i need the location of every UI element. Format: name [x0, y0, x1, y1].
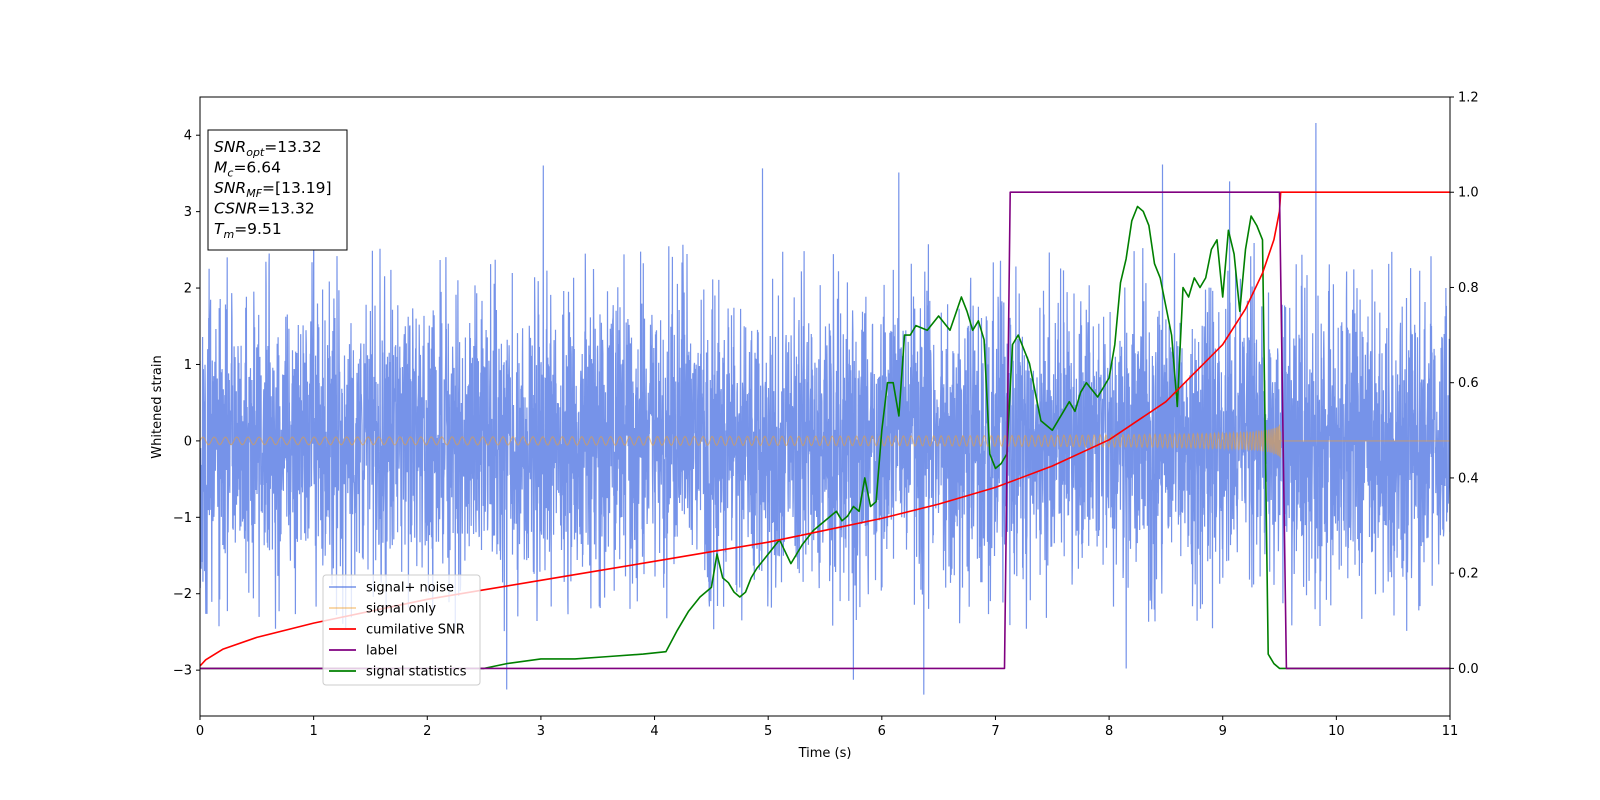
noise-line	[200, 122, 1450, 695]
y-axis-left: −3 −2 −1 0 1 2 3 4	[173, 129, 200, 679]
legend-label: label	[366, 644, 397, 659]
y-left-tick-label: 0	[184, 434, 192, 449]
x-tick-label: 8	[1105, 724, 1113, 739]
x-tick-label: 5	[764, 724, 772, 739]
x-axis-label: Time (s)	[798, 746, 852, 761]
y-left-tick-label: 2	[184, 282, 192, 297]
y-left-tick-label: −3	[173, 664, 192, 679]
x-tick-label: 9	[1219, 724, 1227, 739]
y-left-tick-label: 4	[184, 129, 192, 144]
y-left-tick-label: 3	[184, 205, 192, 220]
x-tick-label: 6	[878, 724, 886, 739]
chirp-line	[200, 424, 1450, 458]
x-tick-label: 2	[423, 724, 431, 739]
y-right-tick-label: 1.2	[1458, 91, 1479, 106]
label-line	[200, 191, 1450, 670]
y-axis-right: 0.0 0.2 0.4 0.6 0.8 1.0 1.2	[1450, 91, 1479, 677]
annotation-line: SNRMF=[13.19]	[214, 179, 332, 200]
y-left-tick-label: 1	[184, 358, 192, 373]
x-tick-label: 0	[196, 724, 204, 739]
x-tick-label: 10	[1328, 724, 1345, 739]
y-right-tick-label: 0.8	[1458, 281, 1479, 296]
y-right-tick-label: 0.2	[1458, 567, 1479, 582]
x-axis: 0 1 2 3 4 5 6 7 8 9 10 11	[196, 716, 1458, 739]
annotation-line: SNRopt=13.32	[214, 138, 322, 159]
annotation-line: Mc=6.64	[214, 159, 281, 180]
chirp-series	[200, 424, 1450, 458]
legend: signal+ noise signal only cumilative SNR la…	[322, 574, 481, 686]
y-right-tick-label: 0.6	[1458, 376, 1479, 391]
annotation-line: Tm=9.51	[214, 220, 282, 241]
signal-statistics-line	[200, 205, 1450, 670]
y-axis-label: Whitened strain	[150, 355, 165, 458]
annotation-line: CSNR=13.32	[214, 200, 315, 218]
x-tick-label: 1	[309, 724, 317, 739]
legend-label: cumilative SNR	[366, 623, 465, 638]
y-left-tick-label: −2	[173, 587, 192, 602]
annotation-box: SNRopt=13.32Mc=6.64SNRMF=[13.19]CSNR=13.…	[207, 129, 348, 251]
y-right-tick-label: 1.0	[1458, 186, 1479, 201]
y-right-tick-label: 0.0	[1458, 662, 1479, 677]
plot-frame	[199, 96, 1451, 717]
x-tick-label: 4	[650, 724, 658, 739]
annotation-frame	[207, 129, 348, 251]
legend-label: signal+ noise	[366, 581, 454, 596]
x-tick-label: 3	[537, 724, 545, 739]
legend-label: signal statistics	[366, 665, 467, 680]
legend-frame	[322, 574, 481, 686]
noise-series	[200, 122, 1450, 695]
x-tick-label: 11	[1442, 724, 1459, 739]
y-left-tick-label: −1	[173, 511, 192, 526]
x-tick-label: 7	[991, 724, 999, 739]
legend-label: signal only	[366, 602, 436, 617]
y-right-tick-label: 0.4	[1458, 471, 1479, 486]
